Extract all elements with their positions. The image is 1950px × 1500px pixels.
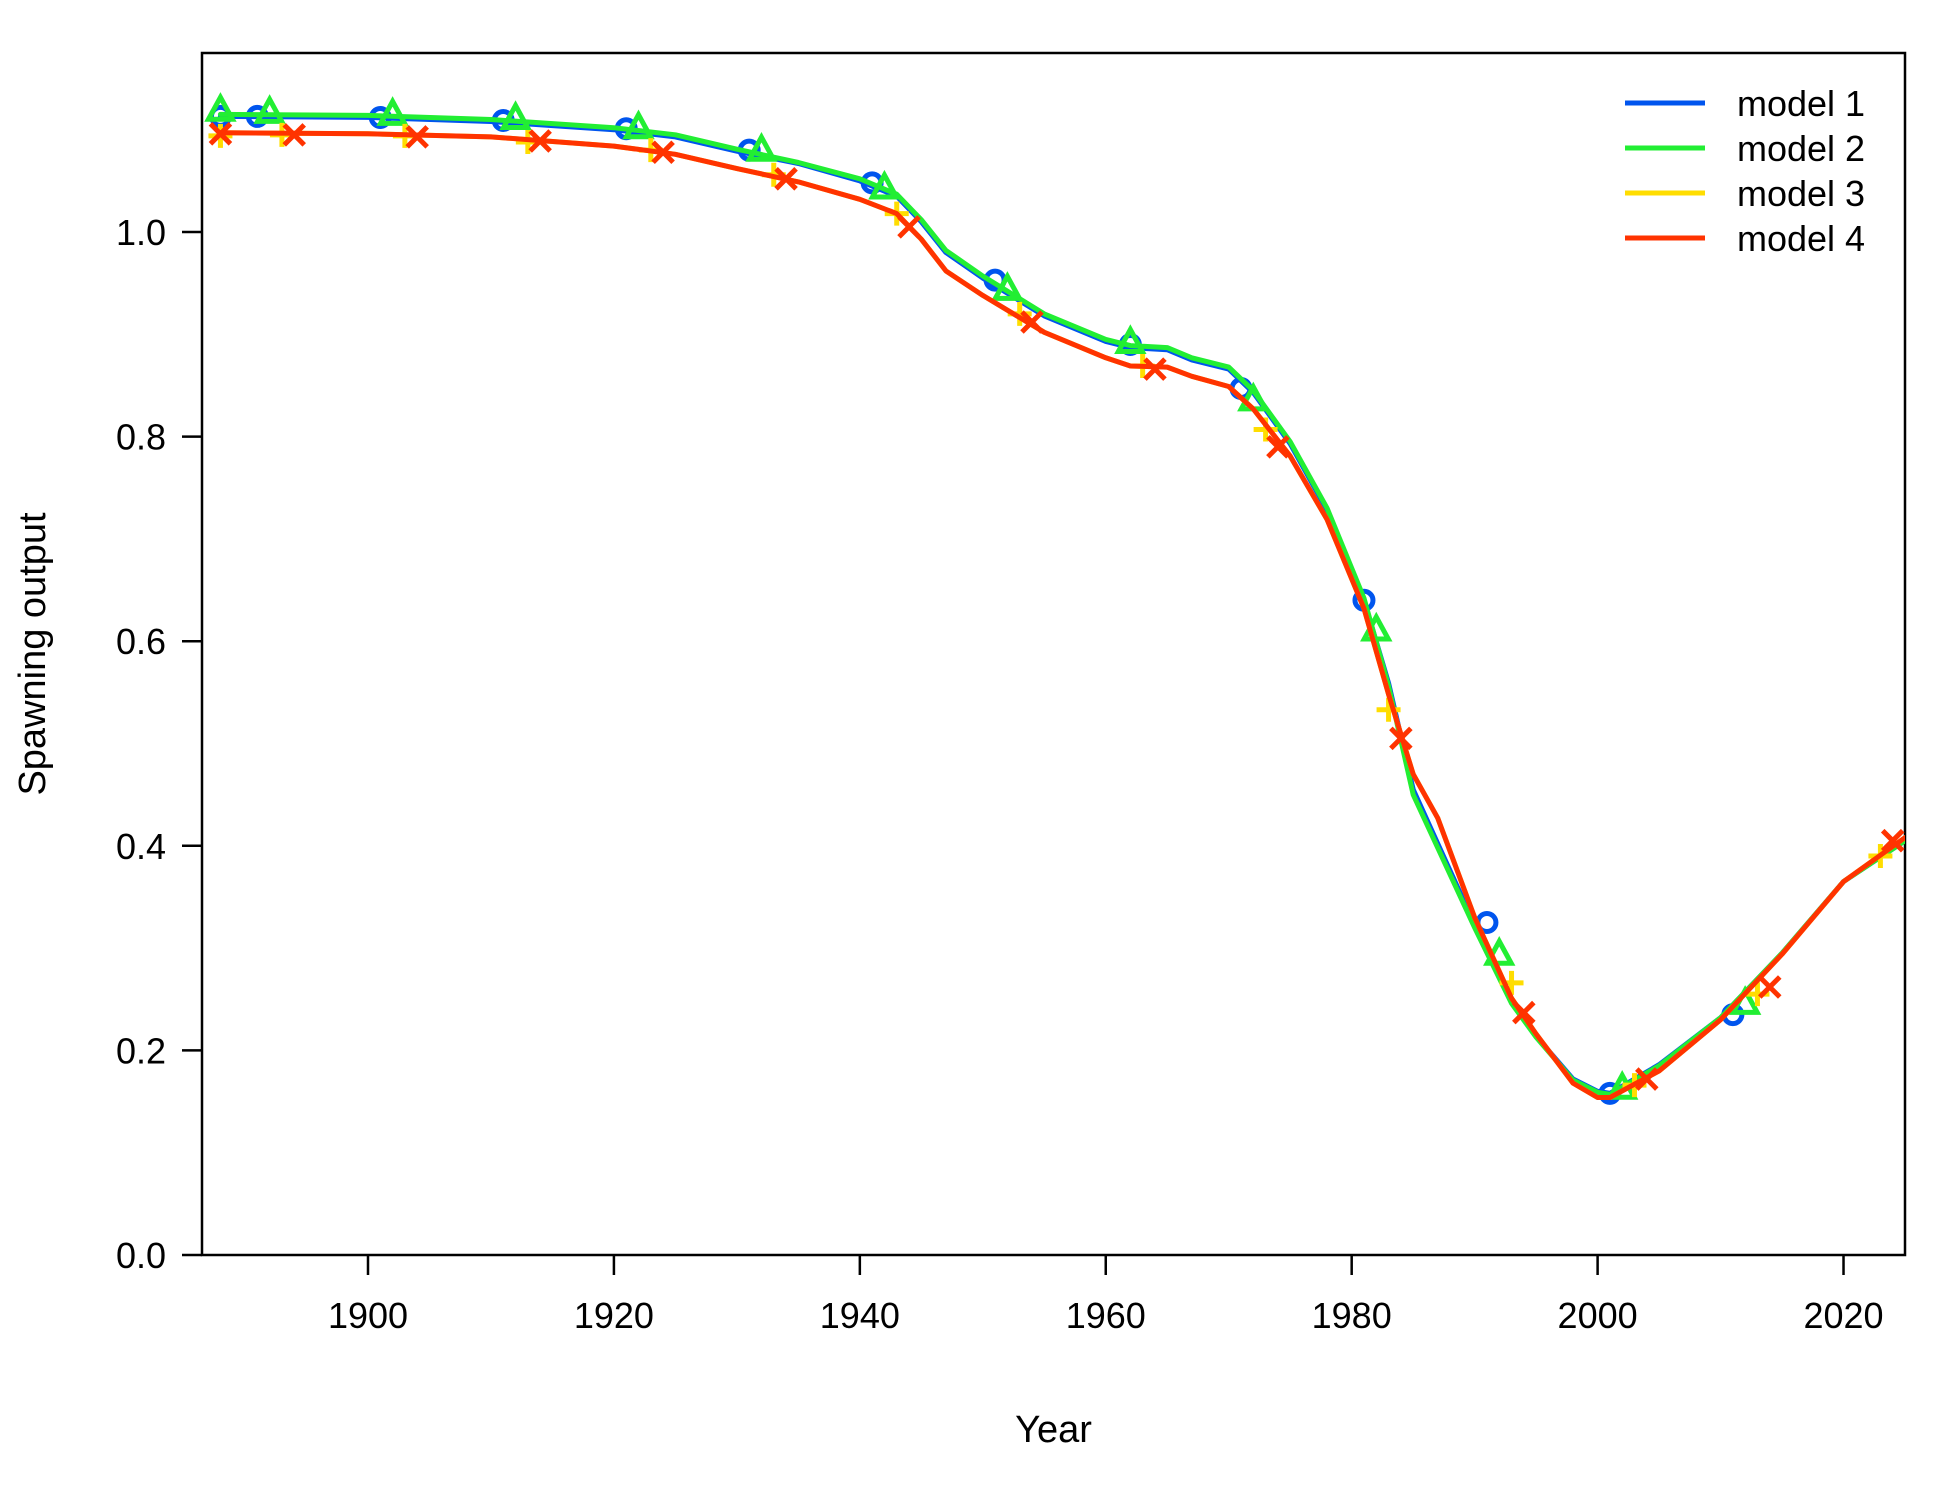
series-2-marker	[991, 271, 1024, 301]
x-tick-label: 1960	[1066, 1295, 1146, 1336]
y-tick-label: 0.0	[116, 1235, 166, 1276]
plot-area	[200, 51, 1907, 1257]
series-4-marker	[1512, 1000, 1536, 1025]
series-line-1	[217, 113, 1905, 1096]
legend-label: model 4	[1737, 218, 1865, 259]
y-tick-label: 1.0	[116, 212, 166, 253]
series-2-marker	[499, 100, 532, 130]
series-line-4	[217, 130, 1905, 1100]
x-tick-label: 1940	[820, 1295, 900, 1336]
x-axis-title: Year	[1015, 1409, 1092, 1451]
legend-label: model 3	[1737, 173, 1865, 214]
series-1	[208, 104, 1905, 1105]
series-4-marker	[1143, 357, 1167, 381]
series-4-marker	[1757, 975, 1782, 999]
y-axis-title: Spawning output	[12, 512, 54, 796]
series-2-marker	[868, 169, 901, 200]
series-2-marker	[253, 94, 286, 124]
series-2-marker	[622, 109, 655, 140]
series-line-2	[217, 111, 1905, 1097]
series-4-marker	[897, 215, 921, 239]
series-4-marker	[528, 129, 552, 153]
series-2	[204, 92, 1905, 1100]
series-2-marker	[376, 96, 409, 126]
x-tick-label: 1920	[574, 1295, 654, 1336]
x-axis: 1900 1920 1940 1960 1980 2000 2020	[328, 1255, 1884, 1336]
series-4-marker	[282, 123, 306, 147]
y-tick-label: 0.8	[116, 417, 166, 458]
series-4-marker	[1266, 435, 1290, 459]
y-tick-label: 0.4	[116, 826, 166, 867]
y-axis: 0.0 0.2 0.4 0.6 0.8 1.0	[116, 212, 202, 1276]
x-tick-label: 2020	[1803, 1295, 1883, 1336]
x-tick-label: 2000	[1558, 1295, 1638, 1336]
series-2-marker	[1114, 324, 1147, 355]
legend-label: model 1	[1737, 83, 1865, 124]
series-4-marker	[774, 167, 798, 191]
series-3	[208, 122, 1905, 1100]
series-2-marker	[745, 131, 778, 162]
y-tick-label: 0.2	[116, 1030, 166, 1071]
series-4-marker	[651, 140, 675, 164]
series-2-marker	[204, 92, 237, 122]
series-2-marker	[1237, 381, 1270, 412]
x-tick-label: 1900	[328, 1295, 408, 1336]
series-4-marker	[1880, 828, 1905, 853]
series-group	[204, 92, 1905, 1105]
series-line-3	[217, 130, 1905, 1100]
y-tick-label: 0.6	[116, 621, 166, 662]
series-4-marker	[405, 125, 429, 149]
series-4-marker	[1635, 1067, 1659, 1091]
series-4-marker	[1020, 310, 1044, 334]
plot-frame	[200, 51, 1907, 1257]
x-tick-label: 1980	[1312, 1295, 1392, 1336]
series-4-marker	[208, 122, 233, 146]
legend-label: model 2	[1737, 128, 1865, 169]
series-4-marker	[1389, 726, 1413, 751]
series-4	[208, 122, 1905, 1100]
